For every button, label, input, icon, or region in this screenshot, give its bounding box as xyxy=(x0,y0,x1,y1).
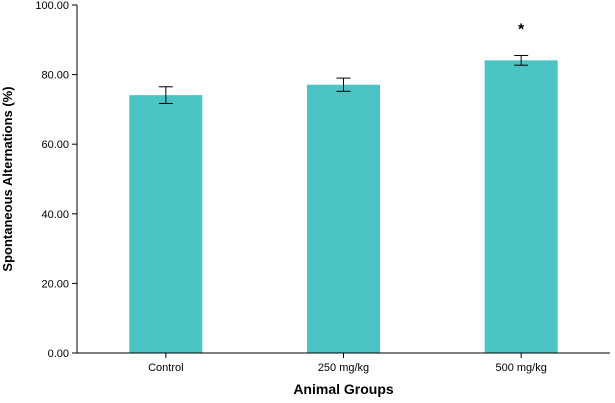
x-axis-title: Animal Groups xyxy=(293,381,394,397)
y-ticks: 0.00 20.00 40.00 60.00 80.00 100.00 xyxy=(35,0,77,360)
annotations-layer: * xyxy=(518,21,525,38)
y-tick-label: 0.00 xyxy=(48,348,69,360)
y-tick: 40.00 xyxy=(41,209,77,221)
y-tick-label: 40.00 xyxy=(41,209,69,221)
bar-2 xyxy=(307,84,380,353)
x-tick: 500 mg/kg xyxy=(495,353,547,374)
error-bar-1 xyxy=(158,86,173,104)
y-tick: 80.00 xyxy=(41,70,77,82)
y-tick: 0.00 xyxy=(48,348,77,360)
x-tick-label: 500 mg/kg xyxy=(495,362,546,374)
error-bars-layer xyxy=(158,54,529,104)
y-tick: 60.00 xyxy=(41,139,77,151)
y-tick: 100.00 xyxy=(35,0,77,12)
y-axis-title: Spontaneous Alternations (%) xyxy=(0,86,15,271)
y-tick-label: 80.00 xyxy=(41,70,69,82)
error-bar-3 xyxy=(514,54,529,66)
x-tick: 250 mg/kg xyxy=(318,353,369,374)
y-tick-label: 100.00 xyxy=(35,0,69,12)
error-bar-2 xyxy=(336,77,351,92)
significance-marker: * xyxy=(518,21,525,38)
x-tick-label: 250 mg/kg xyxy=(318,362,369,374)
x-tick-label: Control xyxy=(148,362,183,374)
bars-layer xyxy=(129,60,558,353)
y-tick-label: 20.00 xyxy=(41,278,69,290)
x-tick: Control xyxy=(148,353,184,374)
bar-3 xyxy=(484,60,558,353)
y-tick: 20.00 xyxy=(41,278,77,290)
y-tick-label: 60.00 xyxy=(41,139,69,151)
bar-1 xyxy=(129,95,203,353)
x-ticks: Control 250 mg/kg 500 mg/kg xyxy=(148,353,547,374)
